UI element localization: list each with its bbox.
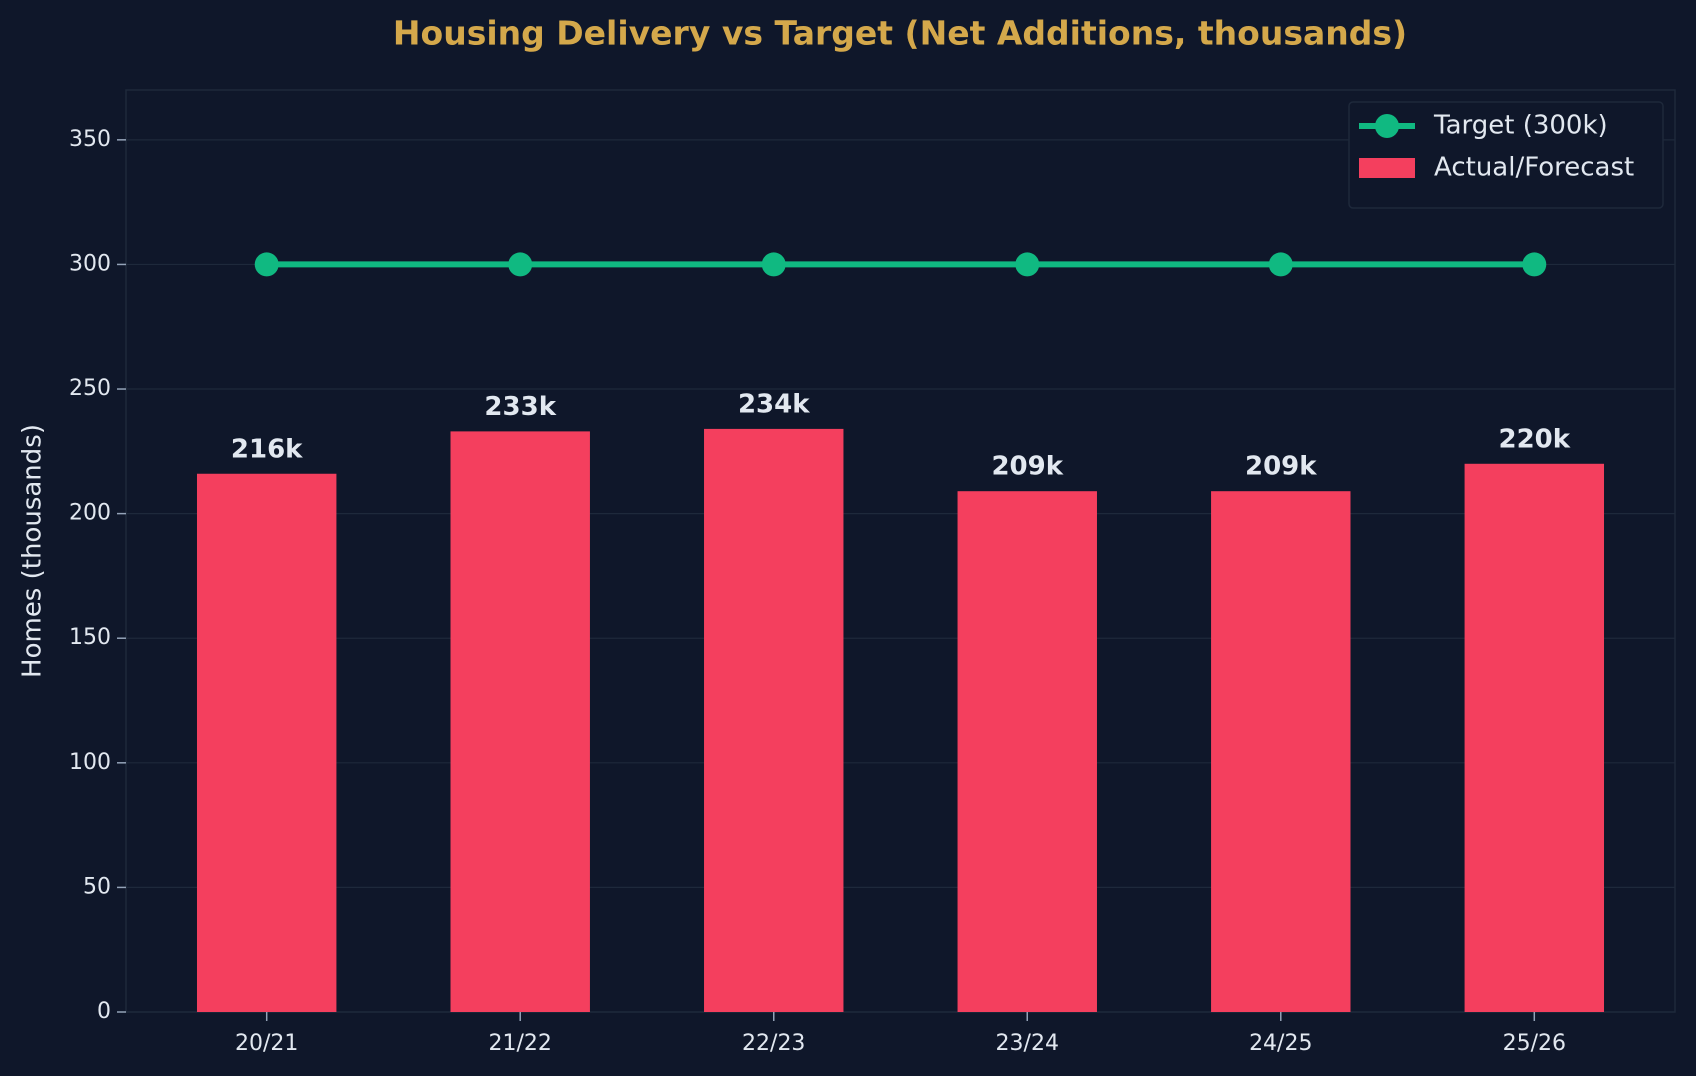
x-tick-label: 20/21 [235,1031,298,1056]
y-tick-label: 100 [69,750,111,775]
y-tick-label: 50 [83,874,111,899]
legend-swatch [1359,158,1415,178]
y-tick-label: 0 [97,999,111,1024]
y-axis-label: Homes (thousands) [18,424,48,678]
bar [704,428,844,1012]
x-tick-label: 23/24 [996,1031,1059,1056]
target-point [1522,252,1547,277]
value-label: 220k [1499,424,1571,454]
x-tick-label: 24/25 [1249,1031,1312,1056]
legend-label: Target (300k) [1433,111,1608,141]
value-label: 216k [231,434,303,464]
bar [1211,491,1351,1012]
value-label: 234k [738,389,810,419]
bar [1464,463,1605,1012]
x-tick-label: 25/26 [1503,1031,1566,1056]
x-tick-label: 21/22 [489,1031,552,1056]
bar [450,431,590,1013]
legend-marker [1375,114,1399,138]
plot-area [125,89,1676,1013]
y-tick-label: 350 [69,127,111,152]
target-point [254,252,279,277]
value-label: 209k [1245,452,1317,482]
target-point [508,252,533,277]
y-tick-label: 150 [69,625,111,650]
value-label: 209k [991,452,1063,482]
value-label: 233k [484,392,556,422]
bar [957,491,1097,1012]
x-tick-label: 22/23 [742,1031,805,1056]
target-point [761,252,786,277]
target-point [1015,252,1040,277]
target-point [1268,252,1293,277]
legend-label: Actual/Forecast [1434,153,1634,183]
y-tick-label: 300 [69,251,111,276]
y-tick-label: 200 [69,501,111,526]
bar [196,473,337,1012]
legend-box [1348,101,1664,209]
y-tick-label: 250 [69,376,111,401]
chart-title: Housing Delivery vs Target (Net Addition… [393,14,1407,53]
